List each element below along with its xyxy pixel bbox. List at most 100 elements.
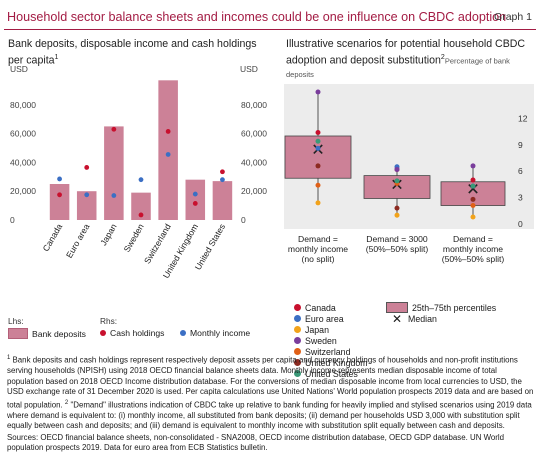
country-point	[315, 145, 321, 151]
legend-label: Bank deposits	[32, 328, 86, 339]
country-point	[470, 183, 476, 189]
legend-label: Euro area	[305, 313, 344, 324]
country-point	[394, 178, 400, 184]
red-dot-icon	[294, 304, 301, 311]
sources-note: Sources: OECD financial balance sheets, …	[7, 432, 505, 453]
country-point	[470, 214, 476, 220]
y-tick-label-right: 80,000	[241, 100, 267, 110]
monthly-income-point	[192, 191, 198, 197]
footnote-ref-1: 1	[54, 54, 59, 61]
country-point	[315, 163, 321, 169]
box-chart-axes: 0 3 6 9 12	[518, 113, 528, 229]
legend-item-monthly-income: Monthly income	[180, 328, 250, 338]
y-tick-label: 0	[518, 219, 523, 229]
bar-canada	[49, 184, 70, 220]
y-tick-label-left: 80,000	[10, 100, 36, 110]
cross-icon: ✕	[392, 311, 403, 326]
y-tick-label-right: 20,000	[241, 186, 267, 196]
legend-item-euro-area: Euro area	[294, 313, 344, 324]
page-title: Household sector balance sheets and inco…	[7, 10, 507, 24]
y-tick-label-left: 20,000	[10, 186, 36, 196]
median-marker	[468, 184, 478, 194]
bar-sweden	[131, 192, 151, 220]
footnote-1-text: Bank deposits and cash holdings represen…	[7, 355, 534, 410]
right-chart-title-text: Illustrative scenarios for potential hou…	[286, 38, 526, 67]
y-tick-label-right: 0	[241, 215, 246, 225]
y-tick-label-left: 60,000	[10, 129, 36, 139]
x-tick-label: (50%–50% split)	[366, 244, 429, 254]
legend-rhs-label: Rhs:	[100, 316, 118, 326]
country-point	[394, 212, 400, 218]
x-tick-label: Demand =	[298, 234, 338, 244]
legend-item-canada: Canada	[294, 302, 336, 313]
y-tick-label-right: 60,000	[241, 129, 267, 139]
monthly-income-point	[220, 177, 225, 183]
box-chart-x-labels: Demand =monthly income(no split)Demand =…	[288, 234, 505, 264]
y-axis-unit-label: Percentage of bank deposits	[286, 56, 510, 79]
green-dot-icon	[294, 370, 301, 377]
country-point	[394, 205, 400, 211]
bar-chart-axes: 0 0 20,000 20,000 40,000 40,000 60,000 60,000 80…	[10, 100, 267, 225]
monthly-income-point	[84, 192, 90, 198]
legend-item-cash-holdings: Cash holdings	[100, 328, 164, 338]
country-point	[470, 203, 476, 209]
percentile-box	[363, 175, 431, 199]
y-tick-label: 12	[518, 113, 528, 123]
footnote-1-mark: 1	[7, 355, 11, 361]
right-y-unit: USD	[240, 64, 258, 74]
x-tick-label: Demand =	[453, 234, 493, 244]
country-point	[470, 196, 476, 202]
orange-dot-icon	[294, 348, 301, 355]
legend-item-united-states: United States	[294, 368, 358, 379]
legend-item-united-kingdom: United Kingdom	[294, 357, 368, 368]
yellow-dot-icon	[294, 326, 301, 333]
legend-label: United Kingdom	[305, 357, 368, 368]
country-point	[315, 129, 321, 135]
x-tick-label: monthly income	[443, 244, 503, 254]
right-chart-title: Illustrative scenarios for potential hou…	[286, 38, 534, 81]
left-chart-title-text: Bank deposits, disposable income and cas…	[8, 38, 257, 67]
bar-euro-area	[76, 191, 97, 220]
brown-dot-icon	[294, 359, 301, 366]
legend-item-switzerland: Switzerland	[294, 346, 350, 357]
box-chart-dots	[315, 89, 476, 220]
blue-dot-icon	[294, 315, 301, 322]
cash-holdings-point	[165, 129, 171, 134]
cash-holdings-point	[84, 165, 90, 170]
legend-label: Canada	[305, 302, 336, 313]
legend-item-median: ✕ Median	[392, 311, 437, 326]
country-point	[315, 138, 321, 144]
box-swatch-icon	[386, 302, 408, 313]
legend-label: Median	[408, 313, 437, 324]
red-dot-icon	[100, 330, 106, 336]
legend-label: 25th–75th percentiles	[412, 302, 497, 313]
legend-item-japan: Japan	[294, 324, 329, 335]
country-point	[470, 177, 476, 183]
y-tick-label: 3	[518, 193, 523, 203]
country-point	[315, 89, 321, 95]
monthly-income-point	[165, 152, 171, 157]
y-tick-label-left: 0	[10, 215, 15, 225]
blue-dot-icon	[180, 330, 186, 336]
monthly-income-point	[57, 176, 62, 182]
legend-label: Japan	[305, 324, 329, 335]
cash-holdings-point	[111, 126, 117, 132]
bar-swatch-icon	[8, 328, 28, 339]
footnote-2-text: "Demand" illustrations indication of CBD…	[7, 400, 532, 431]
cash-holdings-point	[57, 192, 62, 198]
legend-label: Cash holdings	[110, 328, 165, 338]
legend-label: Sweden	[305, 335, 337, 346]
bar-chart-bars	[49, 80, 233, 220]
legend-label: United States	[305, 368, 358, 379]
monthly-income-point	[111, 193, 117, 198]
bar-switzerland	[158, 80, 178, 220]
footnote-2-mark: 2	[64, 399, 69, 406]
cash-holdings-point	[192, 201, 198, 206]
country-point	[315, 200, 321, 206]
left-chart-title: Bank deposits, disposable income and cas…	[8, 38, 266, 68]
bar-japan	[104, 126, 124, 220]
graph-label: Graph 1	[494, 11, 532, 23]
cash-holdings-point	[220, 169, 225, 175]
title-divider	[4, 29, 536, 30]
left-y-unit: USD	[10, 64, 28, 74]
